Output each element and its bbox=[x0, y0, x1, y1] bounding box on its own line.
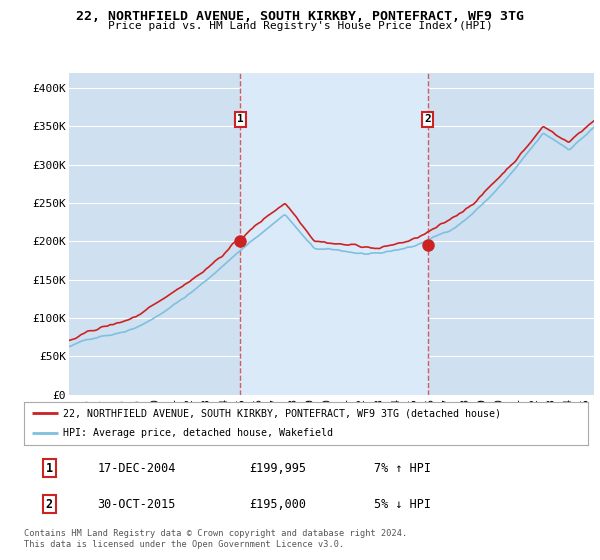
Text: Contains HM Land Registry data © Crown copyright and database right 2024.
This d: Contains HM Land Registry data © Crown c… bbox=[24, 529, 407, 549]
Text: HPI: Average price, detached house, Wakefield: HPI: Average price, detached house, Wake… bbox=[64, 428, 334, 438]
Text: £199,995: £199,995 bbox=[250, 461, 307, 475]
Text: 22, NORTHFIELD AVENUE, SOUTH KIRKBY, PONTEFRACT, WF9 3TG (detached house): 22, NORTHFIELD AVENUE, SOUTH KIRKBY, PON… bbox=[64, 408, 502, 418]
Text: 30-OCT-2015: 30-OCT-2015 bbox=[97, 497, 176, 511]
Text: Price paid vs. HM Land Registry's House Price Index (HPI): Price paid vs. HM Land Registry's House … bbox=[107, 21, 493, 31]
Text: 5% ↓ HPI: 5% ↓ HPI bbox=[374, 497, 431, 511]
Text: 1: 1 bbox=[46, 461, 53, 475]
Text: 2: 2 bbox=[46, 497, 53, 511]
Text: 2: 2 bbox=[424, 114, 431, 124]
Text: 1: 1 bbox=[237, 114, 244, 124]
Text: 7% ↑ HPI: 7% ↑ HPI bbox=[374, 461, 431, 475]
Text: £195,000: £195,000 bbox=[250, 497, 307, 511]
Text: 17-DEC-2004: 17-DEC-2004 bbox=[97, 461, 176, 475]
Bar bbox=[241, 73, 428, 395]
Text: 22, NORTHFIELD AVENUE, SOUTH KIRKBY, PONTEFRACT, WF9 3TG: 22, NORTHFIELD AVENUE, SOUTH KIRKBY, PON… bbox=[76, 10, 524, 23]
